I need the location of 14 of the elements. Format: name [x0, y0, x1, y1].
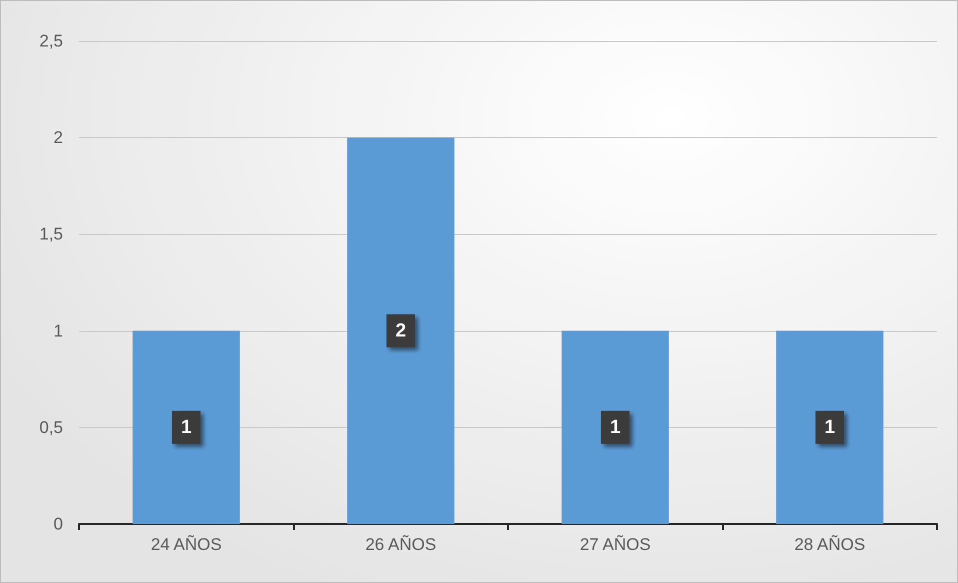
y-tick-label: 1,5 — [39, 224, 63, 244]
data-label: 1 — [610, 416, 621, 438]
data-label: 2 — [395, 320, 406, 342]
x-tick-label: 26 AÑOS — [365, 535, 436, 554]
y-tick-label: 2,5 — [39, 32, 63, 50]
x-tick-label: 27 AÑOS — [580, 535, 651, 554]
y-tick-label: 1 — [54, 321, 63, 340]
y-tick-label: 2 — [54, 128, 63, 148]
y-tick-label: 0 — [54, 514, 63, 534]
x-tick-label: 28 AÑOS — [794, 535, 866, 554]
data-label: 1 — [824, 416, 836, 438]
x-tick-label: 24 AÑOS — [150, 535, 222, 554]
data-label: 1 — [180, 416, 192, 438]
y-tick-label: 0,5 — [39, 418, 63, 437]
